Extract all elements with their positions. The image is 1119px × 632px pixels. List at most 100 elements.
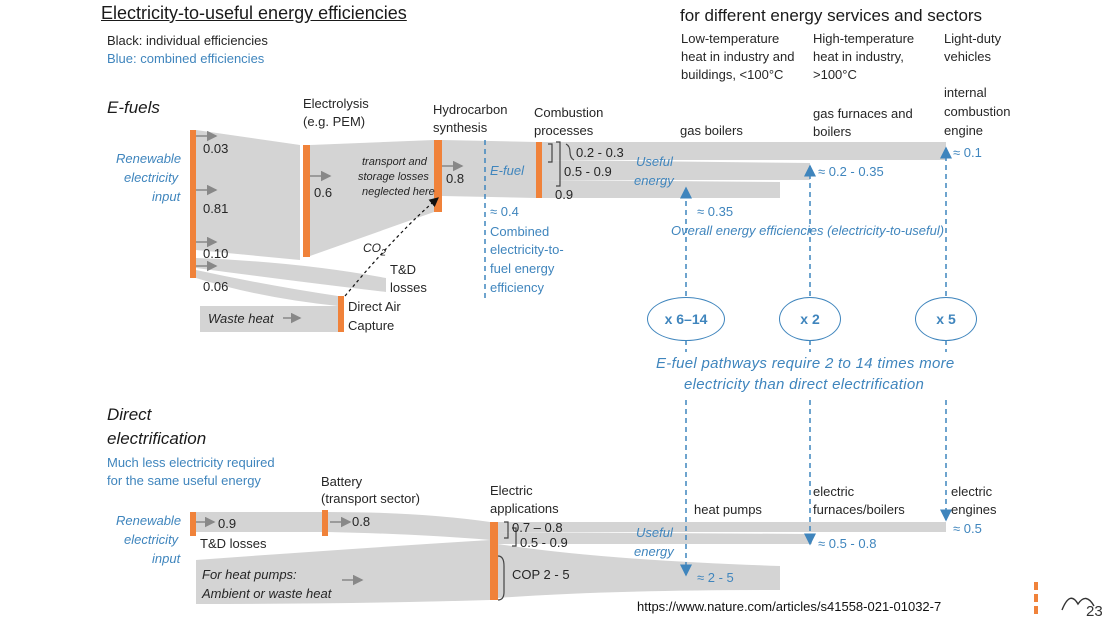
efuel-grey-arrows — [196, 130, 464, 324]
page-subtitle: for different energy services and sector… — [680, 6, 983, 25]
multiplier-vehicles: x 5 — [915, 297, 977, 341]
direct-input-line2: electricity — [124, 532, 179, 547]
electric-furnaces-line1: electric — [813, 484, 855, 499]
overall-efficiencies-label: Overall energy efficiencies (electricity… — [671, 223, 945, 238]
col-high-temp-line3: >100°C — [813, 67, 857, 82]
col-vehicles-line1: Light-duty — [944, 31, 1002, 46]
direct-result-vehicles: ≈ 0.5 — [953, 521, 982, 536]
bar-input — [190, 130, 196, 278]
direct-result-high: ≈ 0.5 - 0.8 — [818, 536, 877, 551]
direct-td-label: T&D losses — [200, 536, 267, 551]
leibniz-logo — [1034, 582, 1095, 614]
app-eff-1: 0.7 – 0.8 — [512, 520, 563, 535]
ambient-heat-line1: For heat pumps: — [202, 567, 297, 582]
efuel-combined-line1: Combined — [490, 224, 550, 239]
flow-synthesis-to-combustion — [442, 140, 536, 198]
hydrocarbon-line1: Hydrocarbon — [433, 102, 508, 117]
message-line1: E-fuel pathways require 2 to 14 times mo… — [656, 355, 955, 372]
efuel-combined-line4: efficiency — [490, 280, 544, 295]
flow-apps-to-furnaces — [498, 532, 812, 544]
direct-useful-energy-line2: energy — [634, 544, 674, 559]
bar-electrolysis — [303, 145, 310, 257]
efuel-input-line3: input — [152, 189, 181, 204]
transport-note-line2: storage losses — [358, 171, 429, 183]
combustion-braces — [548, 141, 575, 187]
co2-label: CO2 — [363, 241, 387, 258]
col-vehicles-line2: vehicles — [944, 49, 991, 64]
efuel-combined-value: ≈ 0.4 — [490, 204, 519, 219]
ambient-heat-line2: Ambient or waste heat — [202, 586, 332, 601]
gas-boilers-label: gas boilers — [680, 123, 743, 138]
td-losses-line2: losses — [390, 280, 427, 295]
battery-line1: Battery — [321, 474, 363, 489]
flow-waste-heat — [200, 306, 338, 332]
combustion-eff-3: 0.9 — [555, 187, 574, 202]
col-high-temp-line2: heat in industry, — [813, 49, 904, 64]
ice-line2: combustion — [944, 104, 1011, 119]
direct-useful-energy-line1: Useful — [636, 525, 673, 540]
electric-engines-line2: engines — [951, 502, 997, 517]
col-low-temp-line1: Low-temperature — [681, 31, 780, 46]
page-title: Electricity-to-useful energy efficiencie… — [101, 3, 407, 23]
bar-direct-input — [190, 512, 196, 536]
co2-dashed-arrow — [344, 197, 439, 297]
flow-to-dac — [196, 270, 338, 306]
electrolysis-eff: 0.6 — [314, 185, 333, 200]
hydrocarbon-line2: synthesis — [433, 120, 488, 135]
split-010: 0.10 — [203, 246, 229, 261]
flow-direct-input — [196, 512, 322, 532]
flow-combustion-to-vehicles — [542, 142, 946, 160]
legend-black: Black: individual efficiencies — [107, 33, 268, 48]
flow-electrolysis-to-synthesis — [310, 140, 434, 256]
electric-apps-line1: Electric — [490, 483, 533, 498]
direct-section-line1: Direct — [107, 405, 152, 424]
app-eff-3: COP 2 - 5 — [512, 567, 570, 582]
combustion-eff-1: 0.2 - 0.3 — [576, 145, 624, 160]
flow-input-to-electrolysis — [196, 130, 300, 260]
electric-furnaces-line2: furnaces/boilers — [813, 502, 905, 517]
ice-line1: internal — [944, 85, 987, 100]
efuel-result-low: ≈ 0.35 — [697, 204, 734, 219]
efuel-input-line2: electricity — [124, 170, 179, 185]
bar-synthesis — [434, 140, 442, 212]
flow-battery-to-apps — [328, 512, 490, 540]
efuels-section-title: E-fuels — [107, 98, 160, 117]
dac-line1: Direct Air — [348, 299, 401, 314]
ice-line3: engine — [944, 123, 984, 138]
col-high-temp-line1: High-temperature — [813, 31, 915, 46]
split-003: 0.03 — [203, 141, 229, 156]
battery-line2: (transport sector) — [321, 491, 420, 506]
bar-dac — [338, 296, 344, 332]
flow-combustion-to-buildings — [542, 180, 780, 198]
bar-combustion — [536, 142, 542, 198]
multiplier-low-temp: x 6–14 — [647, 297, 725, 341]
direct-input-line1: Renewable — [116, 513, 182, 528]
battery-eff: 0.8 — [352, 514, 371, 529]
electrolysis-line1: Electrolysis — [303, 96, 369, 111]
gas-furnaces-line1: gas furnaces and — [813, 106, 913, 121]
col-low-temp-line3: buildings, <100°C — [681, 67, 784, 82]
source-url[interactable]: https://www.nature.com/articles/s41558-0… — [637, 599, 942, 614]
app-eff-2: 0.5 - 0.9 — [520, 535, 568, 550]
efuel-input-line1: Renewable — [116, 151, 182, 166]
transport-note-line3: neglected here — [362, 186, 435, 198]
flow-apps-to-heatpumps — [498, 544, 780, 598]
electric-apps-line2: applications — [490, 501, 559, 516]
efuel-useful-energy-line1: Useful — [636, 154, 673, 169]
page-number: 23 — [1086, 603, 1103, 620]
heat-pumps-label: heat pumps — [694, 502, 762, 517]
flow-td-losses — [196, 258, 386, 292]
direct-section-line2: electrification — [107, 429, 207, 448]
efuel-flows — [196, 130, 946, 332]
combustion-line2: processes — [534, 123, 594, 138]
direct-note-line1: Much less electricity required — [107, 455, 275, 470]
hydrocarbon-eff: 0.8 — [446, 171, 465, 186]
direct-input-line3: input — [152, 551, 181, 566]
flow-combustion-to-industry — [542, 160, 810, 180]
efuel-label: E-fuel — [490, 163, 524, 178]
direct-process-bars — [190, 510, 498, 600]
direct-grey-arrows — [196, 516, 364, 586]
efuel-result-vehicles: ≈ 0.1 — [953, 145, 982, 160]
efuel-process-bars — [190, 130, 542, 332]
